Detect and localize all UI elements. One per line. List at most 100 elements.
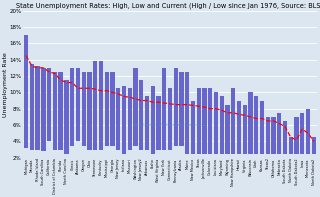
- Bar: [254, 154, 259, 158]
- Bar: [168, 88, 172, 158]
- Bar: [139, 80, 143, 158]
- Bar: [150, 154, 155, 158]
- Bar: [168, 150, 172, 158]
- Bar: [59, 150, 63, 158]
- Bar: [128, 88, 132, 158]
- Bar: [93, 150, 97, 158]
- Bar: [283, 121, 287, 158]
- Bar: [202, 88, 207, 158]
- Y-axis label: Unemployment Rate: Unemployment Rate: [3, 52, 8, 117]
- Bar: [237, 100, 241, 158]
- Bar: [150, 86, 155, 158]
- Bar: [156, 97, 161, 158]
- Bar: [300, 154, 304, 158]
- Bar: [289, 137, 293, 158]
- Bar: [99, 150, 103, 158]
- Bar: [231, 154, 236, 158]
- Title: State Unemployment Rates: High, Low and Current (High / Low since Jan 1976, Sour: State Unemployment Rates: High, Low and …: [16, 3, 320, 9]
- Bar: [87, 150, 92, 158]
- Bar: [47, 141, 51, 158]
- Bar: [64, 154, 68, 158]
- Bar: [208, 154, 212, 158]
- Bar: [185, 72, 189, 158]
- Bar: [214, 92, 218, 158]
- Bar: [162, 150, 166, 158]
- Bar: [243, 105, 247, 158]
- Bar: [105, 146, 109, 158]
- Bar: [41, 68, 45, 158]
- Bar: [36, 150, 40, 158]
- Bar: [30, 150, 34, 158]
- Bar: [248, 154, 253, 158]
- Bar: [196, 154, 201, 158]
- Bar: [237, 154, 241, 158]
- Bar: [93, 61, 97, 158]
- Bar: [128, 150, 132, 158]
- Bar: [196, 88, 201, 158]
- Bar: [24, 35, 28, 158]
- Bar: [122, 86, 126, 158]
- Bar: [116, 88, 120, 158]
- Bar: [271, 117, 276, 158]
- Bar: [294, 117, 299, 158]
- Bar: [76, 141, 80, 158]
- Bar: [99, 61, 103, 158]
- Bar: [145, 150, 149, 158]
- Bar: [41, 151, 45, 158]
- Bar: [76, 68, 80, 158]
- Bar: [173, 146, 178, 158]
- Bar: [139, 150, 143, 158]
- Bar: [110, 146, 115, 158]
- Bar: [266, 154, 270, 158]
- Bar: [179, 72, 184, 158]
- Bar: [300, 113, 304, 158]
- Bar: [208, 88, 212, 158]
- Bar: [110, 72, 115, 158]
- Bar: [185, 154, 189, 158]
- Bar: [36, 66, 40, 158]
- Bar: [116, 150, 120, 158]
- Bar: [220, 154, 224, 158]
- Bar: [24, 148, 28, 158]
- Bar: [133, 68, 138, 158]
- Bar: [306, 109, 310, 158]
- Bar: [105, 72, 109, 158]
- Text: http://www.calculatedriskblog.com/: http://www.calculatedriskblog.com/: [134, 123, 206, 127]
- Bar: [122, 154, 126, 158]
- Bar: [243, 154, 247, 158]
- Bar: [162, 68, 166, 158]
- Bar: [82, 72, 86, 158]
- Bar: [306, 154, 310, 158]
- Bar: [82, 146, 86, 158]
- Bar: [231, 88, 236, 158]
- Bar: [64, 80, 68, 158]
- Bar: [133, 146, 138, 158]
- Bar: [191, 154, 195, 158]
- Bar: [248, 92, 253, 158]
- Bar: [260, 154, 264, 158]
- Bar: [214, 154, 218, 158]
- Bar: [294, 154, 299, 158]
- Bar: [47, 68, 51, 158]
- Bar: [289, 154, 293, 158]
- Bar: [145, 97, 149, 158]
- Bar: [202, 154, 207, 158]
- Bar: [277, 154, 281, 158]
- Bar: [87, 72, 92, 158]
- Bar: [173, 68, 178, 158]
- Bar: [191, 100, 195, 158]
- Bar: [271, 154, 276, 158]
- Bar: [53, 72, 57, 158]
- Bar: [312, 154, 316, 158]
- Bar: [70, 68, 74, 158]
- Bar: [266, 117, 270, 158]
- Bar: [156, 150, 161, 158]
- Bar: [260, 100, 264, 158]
- Bar: [277, 113, 281, 158]
- Bar: [59, 72, 63, 158]
- Bar: [220, 97, 224, 158]
- Bar: [179, 146, 184, 158]
- Bar: [225, 105, 230, 158]
- Bar: [283, 154, 287, 158]
- Bar: [30, 64, 34, 158]
